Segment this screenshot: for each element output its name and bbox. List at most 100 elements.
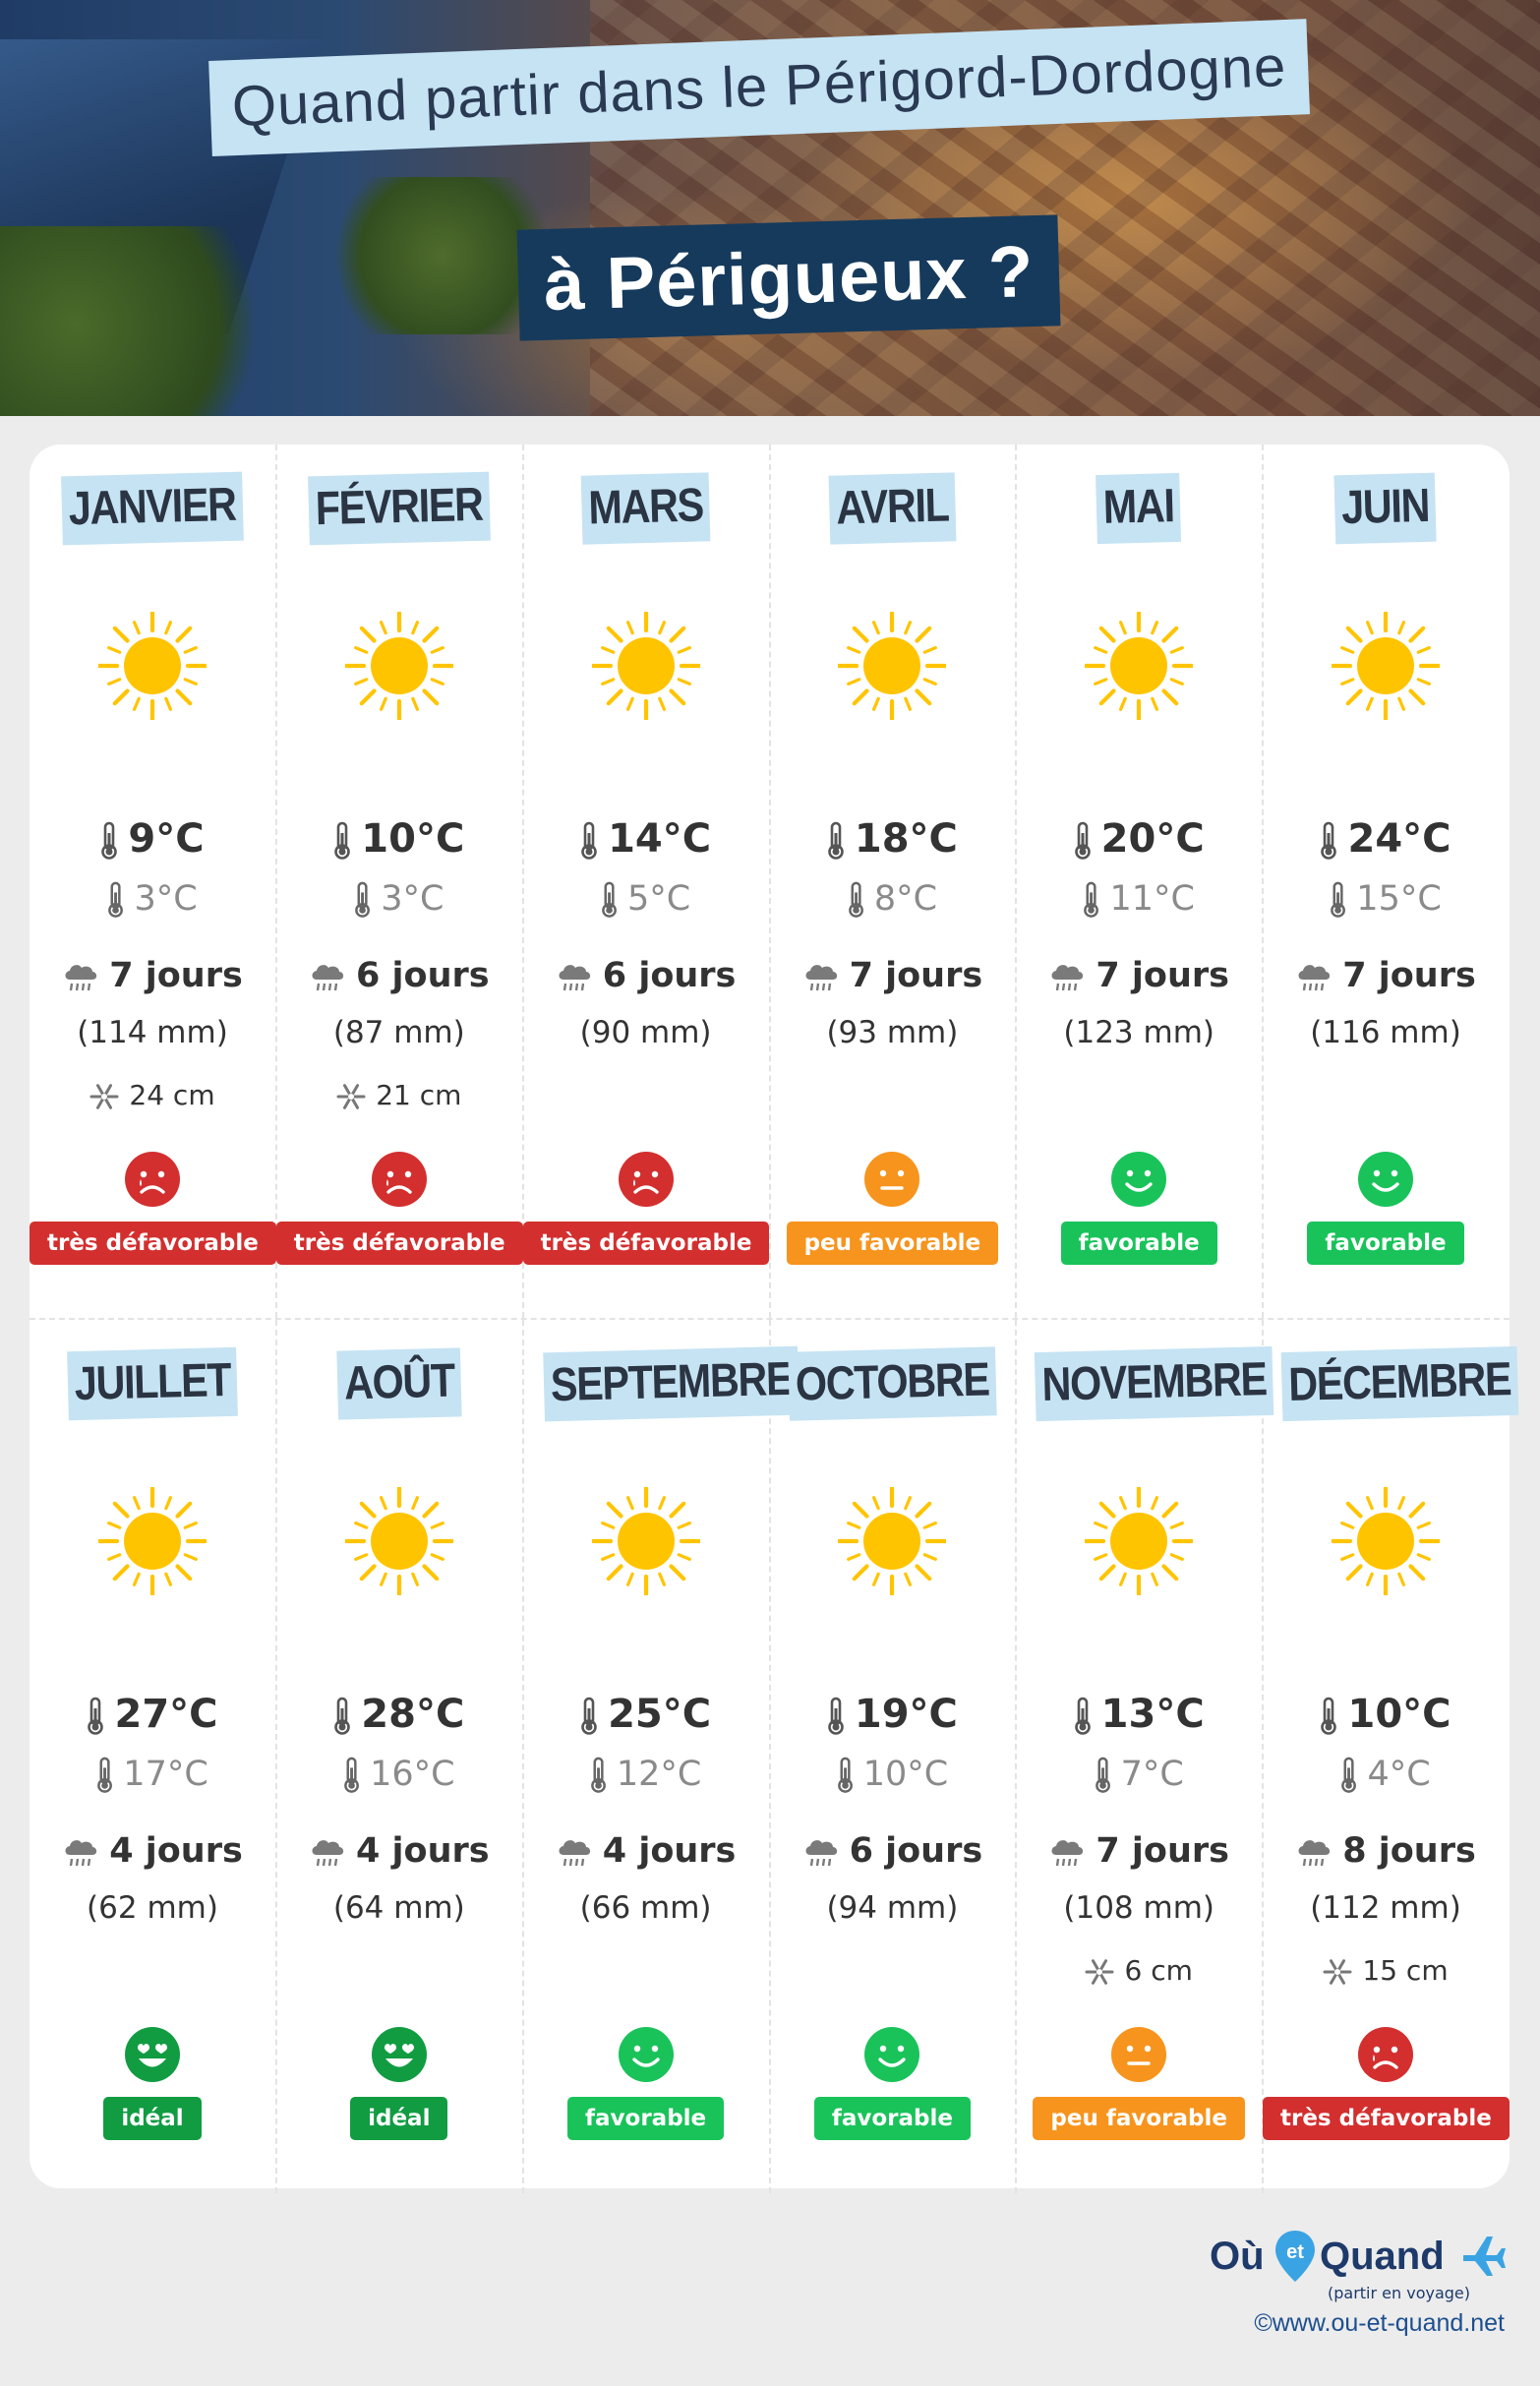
month-name: JUIN: [1333, 472, 1438, 545]
max-temperature-value: 25°C: [608, 1692, 712, 1737]
month-title: SEPTEMBRE: [523, 1345, 800, 1422]
logo-word-ou: Où: [1210, 2235, 1265, 2278]
sad-face-icon: [618, 1151, 675, 1208]
rain-days-value: 7 jours: [1096, 1831, 1229, 1871]
min-temperature: 12°C: [523, 1755, 769, 1794]
months-row-2: JUILLET 27°C 17°C 4 jours (62 mm) idéal …: [30, 1318, 1519, 2193]
rain-amount: (123 mm): [1063, 1015, 1214, 1050]
rain-days-value: 7 jours: [1096, 956, 1229, 995]
month-name: FÉVRIER: [308, 471, 491, 546]
header-photo: Quand partir dans le Périgord-Dordogne à…: [0, 0, 1540, 416]
month-column: OCTOBRE 19°C 10°C 6 jours (94 mm) favora…: [769, 1320, 1018, 2193]
min-temperature: 3°C: [30, 879, 275, 919]
thermometer-hot-icon: [87, 1697, 104, 1736]
thermometer-hot-icon: [827, 821, 845, 861]
snowflake-icon: [336, 1082, 366, 1111]
min-temperature-value: 8°C: [873, 879, 938, 919]
max-temperature-value: 10°C: [1347, 1692, 1451, 1737]
rain-cloud-icon: [556, 1835, 593, 1869]
sun-icon: [1330, 610, 1442, 722]
happy-face-icon: [863, 2026, 920, 2083]
rating-badge: favorable: [1060, 1222, 1217, 1265]
rain-amount: (90 mm): [579, 1015, 712, 1050]
rain-days: 4 jours: [523, 1831, 769, 1871]
month-column: SEPTEMBRE 25°C 12°C 4 jours (66 mm) favo…: [523, 1320, 800, 2193]
month-title: AVRIL: [769, 472, 1015, 545]
max-temperature: 18°C: [769, 816, 1015, 862]
rating: favorable: [1263, 1222, 1509, 1265]
min-temperature-value: 11°C: [1109, 879, 1195, 919]
rating: peu favorable: [1016, 2097, 1262, 2140]
max-temperature-value: 24°C: [1347, 816, 1451, 862]
rain-days-value: 7 jours: [109, 956, 243, 995]
rating: très défavorable: [522, 1222, 770, 1265]
max-temperature-value: 19°C: [854, 1692, 958, 1737]
thermometer-hot-icon: [1320, 1697, 1337, 1736]
month-name: OCTOBRE: [788, 1346, 997, 1421]
min-temperature: 11°C: [1016, 879, 1262, 919]
thermometer-cold-icon: [1083, 881, 1099, 919]
min-temperature-value: 10°C: [862, 1755, 949, 1794]
month-name: MAI: [1096, 472, 1182, 545]
month-title: NOVEMBRE: [1016, 1345, 1274, 1422]
rain-days: 6 jours: [276, 956, 522, 995]
thermometer-hot-icon: [1074, 821, 1092, 861]
sun-icon: [96, 1485, 208, 1597]
month-title: FÉVRIER: [276, 471, 522, 546]
rain-days-value: 7 jours: [849, 956, 983, 995]
month-column: FÉVRIER 10°C 3°C 6 jours (87 mm) 21 cm t…: [275, 445, 524, 1318]
month-name: NOVEMBRE: [1035, 1345, 1274, 1422]
sad-face-icon: [124, 1151, 181, 1208]
month-name: JUILLET: [67, 1346, 238, 1421]
sun-icon: [837, 1485, 948, 1597]
max-temperature: 14°C: [523, 816, 769, 862]
rain-amount: (112 mm): [1310, 1890, 1461, 1926]
min-temperature: 8°C: [769, 879, 1015, 919]
thermometer-cold-icon: [1095, 1757, 1111, 1794]
rain-amount: (93 mm): [826, 1015, 959, 1050]
month-title: JUILLET: [30, 1346, 275, 1421]
month-name: AOÛT: [336, 1347, 462, 1420]
rain-days: 8 jours: [1263, 1831, 1509, 1871]
rain-amount: (116 mm): [1310, 1015, 1461, 1050]
neutral-face-icon: [1110, 2026, 1167, 2083]
rain-cloud-icon: [62, 1835, 99, 1869]
airplane-icon: [1463, 2237, 1506, 2276]
snow-depth: 21 cm: [276, 1079, 522, 1111]
month-name: JANVIER: [61, 471, 244, 546]
month-title: DÉCEMBRE: [1263, 1345, 1519, 1422]
sun-icon: [1084, 610, 1195, 722]
max-temperature-value: 20°C: [1100, 816, 1205, 862]
rain-amount: (108 mm): [1063, 1890, 1214, 1926]
love-face-icon: [124, 2026, 181, 2083]
thermometer-hot-icon: [580, 821, 598, 861]
rating-badge: idéal: [350, 2097, 448, 2140]
thermometer-cold-icon: [848, 881, 864, 919]
max-temperature: 13°C: [1016, 1692, 1262, 1737]
max-temperature: 28°C: [276, 1692, 522, 1737]
rating: idéal: [30, 2097, 275, 2140]
rain-cloud-icon: [802, 960, 840, 993]
rain-days-value: 4 jours: [356, 1831, 490, 1871]
rating-badge: très défavorable: [30, 1222, 276, 1265]
rating: favorable: [523, 2097, 769, 2140]
max-temperature: 27°C: [30, 1692, 275, 1737]
rain-cloud-icon: [1295, 1835, 1333, 1869]
rain-cloud-icon: [309, 960, 346, 993]
thermometer-hot-icon: [333, 1697, 351, 1736]
rain-days: 7 jours: [769, 956, 1015, 995]
max-temperature-value: 9°C: [128, 816, 205, 862]
sun-icon: [343, 610, 454, 722]
neutral-face-icon: [863, 1151, 920, 1208]
snowflake-icon: [1085, 1957, 1114, 1987]
sun-icon: [1084, 1485, 1195, 1597]
rain-cloud-icon: [62, 960, 99, 993]
rain-days: 7 jours: [1016, 1831, 1262, 1871]
brand-logo[interactable]: Où et Quand (partir en voyage): [1210, 2229, 1506, 2307]
site-credit-link[interactable]: ©www.ou-et-quand.net: [1254, 2309, 1505, 2337]
sun-icon: [837, 610, 948, 722]
max-temperature-value: 28°C: [361, 1692, 465, 1737]
rating: très défavorable: [1263, 2097, 1510, 2140]
happy-face-icon: [1110, 1151, 1167, 1208]
logo-word-quand: Quand: [1320, 2235, 1445, 2278]
